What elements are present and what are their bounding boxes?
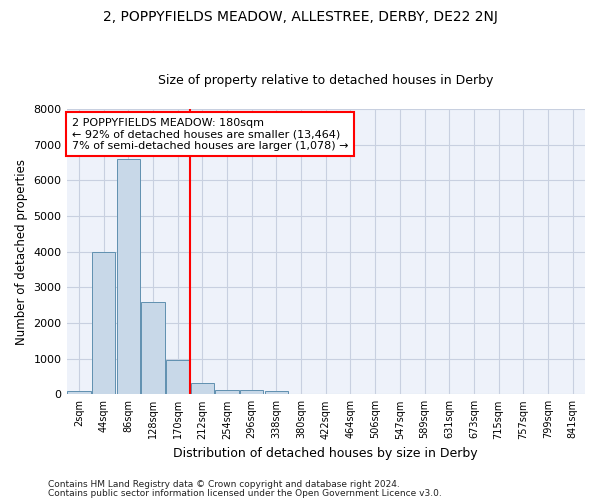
Text: 2, POPPYFIELDS MEADOW, ALLESTREE, DERBY, DE22 2NJ: 2, POPPYFIELDS MEADOW, ALLESTREE, DERBY,… bbox=[103, 10, 497, 24]
X-axis label: Distribution of detached houses by size in Derby: Distribution of detached houses by size … bbox=[173, 447, 478, 460]
Bar bbox=[92, 252, 115, 394]
Bar bbox=[141, 302, 164, 394]
Text: Contains HM Land Registry data © Crown copyright and database right 2024.: Contains HM Land Registry data © Crown c… bbox=[48, 480, 400, 489]
Text: 2 POPPYFIELDS MEADOW: 180sqm
← 92% of detached houses are smaller (13,464)
7% of: 2 POPPYFIELDS MEADOW: 180sqm ← 92% of de… bbox=[72, 118, 348, 151]
Bar bbox=[265, 392, 288, 394]
Bar bbox=[116, 159, 140, 394]
Bar bbox=[166, 360, 190, 394]
Bar bbox=[240, 390, 263, 394]
Bar bbox=[215, 390, 239, 394]
Y-axis label: Number of detached properties: Number of detached properties bbox=[15, 158, 28, 344]
Bar bbox=[191, 383, 214, 394]
Bar bbox=[67, 392, 91, 394]
Text: Contains public sector information licensed under the Open Government Licence v3: Contains public sector information licen… bbox=[48, 488, 442, 498]
Title: Size of property relative to detached houses in Derby: Size of property relative to detached ho… bbox=[158, 74, 493, 87]
